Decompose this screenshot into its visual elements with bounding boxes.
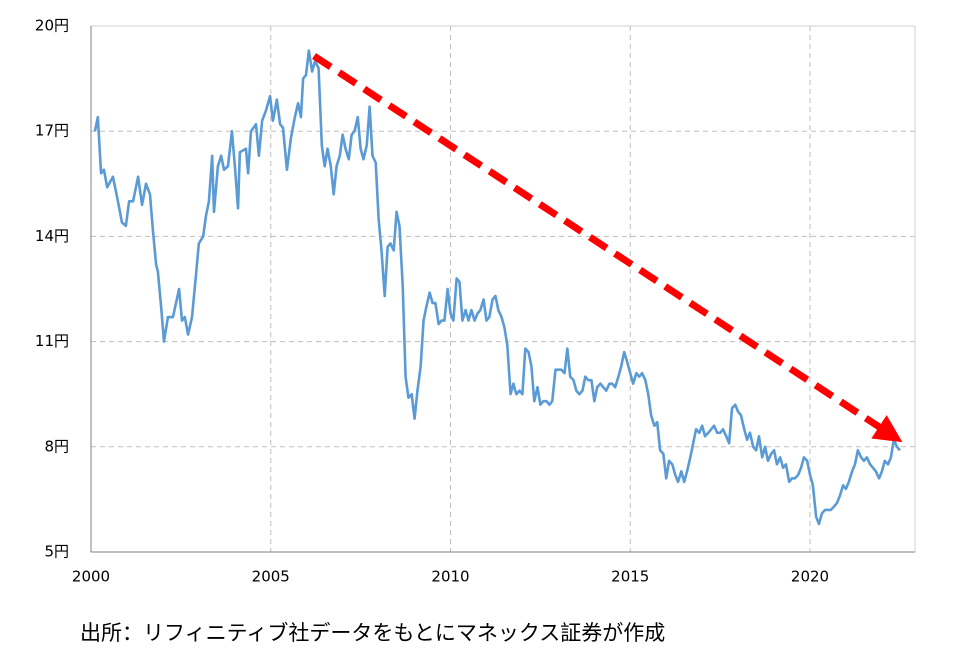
grid [90,25,915,553]
y-tick-label: 11円 [35,332,69,350]
chart: 5円 8円 11円 14円 17円 20円 2000 2005 2010 2015 2020 [35,17,916,586]
trend-arrow [312,53,903,443]
plot-border [90,25,916,553]
y-tick-label: 14円 [35,227,69,245]
footnote: 出所：リフィニティブ社データをもとにマネックス証券が作成 [80,621,666,645]
labels: 5円 8円 11円 14円 17円 20円 2000 2005 2010 2015 2020 [35,17,829,586]
x-tick-label: 2015 [611,568,649,586]
y-tick-label: 20円 [35,17,69,35]
series [93,49,901,526]
y-tick-label: 8円 [44,437,69,455]
y-tick-label: 17円 [35,122,69,140]
x-tick-label: 2005 [252,568,290,586]
data-line [93,49,901,526]
x-tick-label: 2000 [72,568,110,586]
x-tick-label: 2010 [431,568,469,586]
y-tick-label: 5円 [44,543,69,561]
x-tick-label: 2020 [791,568,829,586]
